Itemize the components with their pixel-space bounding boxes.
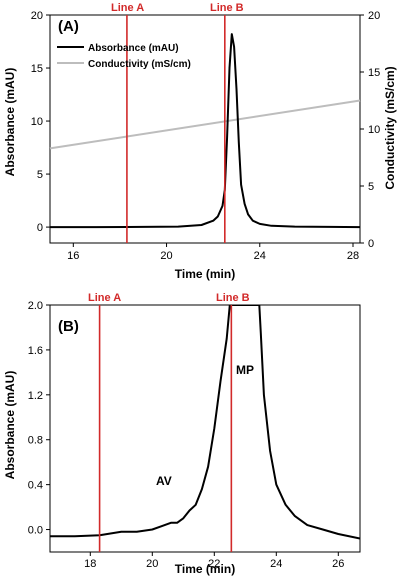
line-b-label: Line B [216, 292, 250, 304]
y2-tick-label: 10 [368, 124, 380, 136]
y-tick-label: 20 [31, 10, 43, 22]
y2-tick-label: 20 [368, 10, 380, 22]
x-tick-label: 28 [347, 250, 359, 262]
series-line-absorbance [50, 33, 361, 229]
y-tick-label: 5 [37, 169, 43, 181]
y-tick-label: 0.8 [28, 435, 43, 447]
line-a-label: Line A [111, 2, 144, 14]
line-a-label: Line A [88, 292, 121, 304]
y-tick-label: 0.4 [28, 480, 43, 492]
plot-frame-b [49, 304, 361, 553]
x-tick-label: 24 [270, 558, 282, 570]
y-axis-title-a: Absorbance (mAU) [3, 68, 17, 177]
series-group [50, 305, 360, 540]
y2-axis-title-a: Conductivity (mS/cm) [383, 66, 397, 189]
annotation-mp: MP [236, 363, 254, 377]
panel-label-a: (A) [58, 18, 79, 35]
x-tick-label: 22 [208, 558, 220, 570]
series-line-conductivity [49, 99, 361, 150]
y-axis-title-b: Absorbance (mAU) [3, 371, 17, 480]
y-tick-label: 2.0 [28, 300, 43, 312]
x-tick-label: 16 [67, 250, 79, 262]
x-tick-label: 26 [332, 558, 344, 570]
y2-tick-label: 5 [368, 181, 374, 193]
x-axis-title-b: Time (min) [175, 562, 235, 576]
y-tick-label: 10 [31, 116, 43, 128]
panel-a: 16 20 24 28 0 5 10 15 20 0 5 10 15 20 (A) Line A Line… [3, 2, 397, 281]
panel-b: 18 20 22 24 260.00.40.81.21.62.0 (B) Line A … [3, 292, 361, 576]
ticks-group: 18 20 22 24 26 0.0 0.4 0.8 1.2 1.6 2.0 [28, 300, 345, 570]
y2-tick-label: 15 [368, 67, 380, 79]
y-tick-label: 15 [31, 63, 43, 75]
annotation-av: AV [156, 474, 172, 488]
legend: Absorbance (mAU) Conductivity (mS/cm) [57, 43, 191, 70]
legend-label-absorbance: Absorbance (mAU) [88, 43, 179, 54]
legend-label-conductivity: Conductivity (mS/cm) [88, 59, 191, 70]
x-tick-label: 18 [84, 558, 96, 570]
x-tick-label: 20 [160, 250, 172, 262]
y-tick-label: 0.0 [28, 525, 43, 537]
series-group [49, 33, 361, 229]
y-tick-label: 1.2 [28, 390, 43, 402]
panel-label-b: (B) [58, 318, 79, 335]
x-axis-title-a: Time (min) [175, 267, 235, 281]
y-tick-label: 1.6 [28, 345, 43, 357]
line-b-label: Line B [210, 2, 244, 14]
y-tick-label: 0 [37, 222, 43, 234]
vlines-group [126, 15, 226, 243]
vlines-group [98, 305, 233, 552]
x-tick-label: 24 [254, 250, 266, 262]
x-tick-label: 20 [146, 558, 158, 570]
series-line-absorbance [50, 305, 360, 540]
y2-tick-label: 0 [368, 238, 374, 250]
ticks-group: 16 20 24 28 0 5 10 15 20 0 5 10 15 20 [31, 10, 381, 262]
